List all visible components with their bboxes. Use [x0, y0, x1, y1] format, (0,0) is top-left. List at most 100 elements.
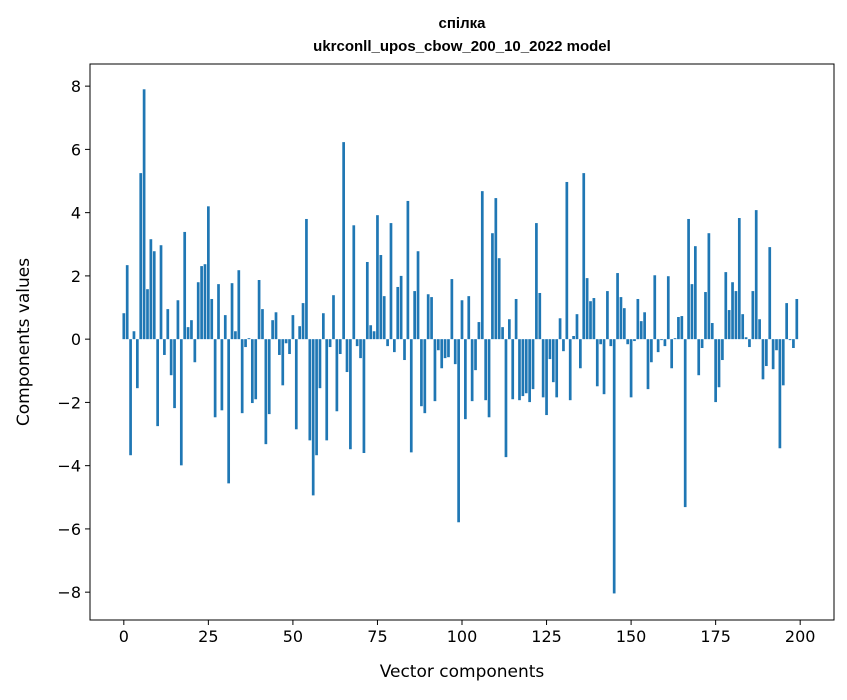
- x-tick-label: 75: [367, 627, 387, 646]
- bar-16: [176, 300, 180, 340]
- bar-20: [190, 320, 193, 340]
- bar-4: [135, 339, 139, 389]
- bar-49: [288, 339, 291, 355]
- y-tick-label: −8: [57, 583, 81, 602]
- bar-106: [480, 191, 484, 340]
- bar-103: [470, 339, 474, 402]
- y-tick-label: 0: [71, 330, 81, 349]
- bar-162: [670, 339, 674, 369]
- bar-138: [589, 301, 592, 340]
- bar-38: [250, 339, 254, 404]
- bar-93: [436, 339, 440, 351]
- bar-149: [626, 339, 630, 345]
- bar-102: [467, 296, 471, 340]
- bar-151: [633, 339, 636, 342]
- bar-152: [636, 298, 640, 340]
- bar-193: [775, 339, 778, 351]
- bar-123: [538, 292, 542, 340]
- bar-126: [548, 339, 552, 360]
- bar-180: [731, 282, 734, 340]
- x-axis-ticks: 0 25 50 75 100 125 150 175 200: [119, 620, 816, 646]
- bar-98: [453, 339, 457, 365]
- x-tick-label: 0: [119, 627, 129, 646]
- bar-89: [423, 339, 427, 414]
- bar-11: [159, 245, 163, 340]
- bar-86: [413, 291, 417, 340]
- bar-67: [349, 339, 352, 450]
- bar-54: [305, 218, 308, 340]
- bar-72: [365, 261, 369, 340]
- bar-161: [666, 276, 670, 340]
- bar-25: [207, 206, 210, 340]
- bar-95: [443, 339, 447, 359]
- chart-title-line2: ukrconll_upos_cbow_200_10_2022 model: [313, 38, 611, 55]
- bar-120: [528, 339, 531, 403]
- bar-63: [335, 339, 339, 412]
- bar-157: [653, 275, 657, 340]
- bar-22: [196, 282, 200, 340]
- bar-141: [599, 339, 603, 345]
- y-tick-label: −2: [57, 393, 81, 412]
- bar-173: [707, 233, 711, 340]
- bar-43: [267, 339, 271, 415]
- bar-53: [301, 303, 305, 340]
- bar-111: [497, 258, 501, 340]
- bar-8: [149, 239, 153, 340]
- bar-92: [433, 339, 437, 402]
- bar-79: [389, 223, 393, 340]
- bar-5: [139, 173, 143, 340]
- bar-184: [744, 337, 748, 340]
- bar-132: [568, 339, 572, 401]
- bar-105: [477, 322, 481, 340]
- chart-title-line1: спілка: [439, 15, 487, 32]
- bar-31: [227, 339, 231, 484]
- bar-148: [622, 308, 626, 340]
- bar-69: [355, 339, 359, 347]
- x-tick-label: 200: [785, 627, 816, 646]
- bar-91: [430, 297, 433, 340]
- bar-57: [315, 339, 318, 456]
- bar-81: [396, 286, 400, 340]
- bar-142: [602, 339, 606, 395]
- bar-55: [308, 339, 312, 441]
- bar-87: [416, 251, 420, 340]
- bar-191: [768, 247, 772, 340]
- bar-46: [278, 339, 281, 355]
- bar-40: [257, 280, 261, 340]
- bar-119: [524, 339, 528, 394]
- bar-197: [788, 339, 792, 341]
- bar-23: [200, 266, 203, 340]
- bar-140: [595, 339, 599, 387]
- bar-35: [240, 339, 244, 414]
- bar-70: [359, 339, 362, 359]
- bar-29: [220, 339, 224, 411]
- bar-108: [487, 339, 491, 418]
- bar-171: [700, 339, 704, 349]
- bar-52: [298, 326, 302, 340]
- bar-187: [754, 210, 758, 340]
- bar-13: [166, 309, 170, 340]
- bar-154: [643, 312, 646, 340]
- bar-115: [511, 339, 515, 400]
- bar-113: [504, 339, 508, 458]
- y-axis-label: Components values: [14, 258, 34, 426]
- bar-100: [460, 300, 464, 340]
- bar-99: [457, 339, 460, 523]
- bar-45: [274, 312, 278, 340]
- bar-196: [785, 303, 789, 340]
- bar-94: [440, 339, 444, 369]
- bar-156: [650, 339, 653, 363]
- bar-186: [751, 291, 755, 340]
- bar-82: [399, 275, 403, 340]
- bar-85: [409, 339, 413, 453]
- bar-190: [765, 339, 768, 367]
- bar-136: [582, 173, 586, 340]
- bar-80: [393, 339, 396, 353]
- bar-172: [704, 292, 707, 340]
- bar-114: [507, 319, 511, 340]
- bar-58: [318, 339, 322, 389]
- bar-60: [325, 339, 329, 441]
- bar-199: [795, 298, 799, 340]
- bar-76: [379, 255, 383, 340]
